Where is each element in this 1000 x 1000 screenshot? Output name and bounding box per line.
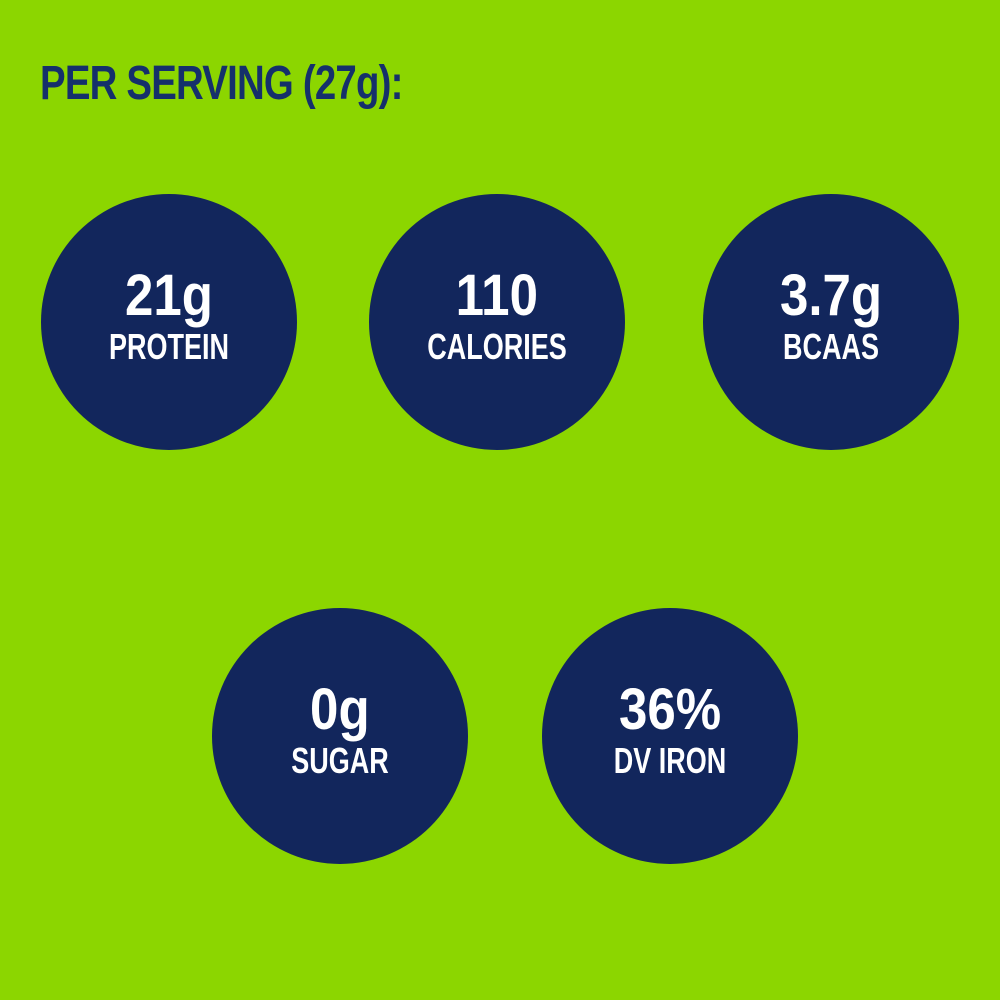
protein-value: 21g <box>125 263 213 329</box>
stat-circle-sugar: 0g SUGAR <box>212 608 468 864</box>
stat-circle-bcaas: 3.7g BCAAS <box>703 194 959 450</box>
stat-circle-calories: 110 CALORIES <box>369 194 625 450</box>
stat-circle-dv-iron: 36% DV IRON <box>542 608 798 864</box>
dv-iron-label: DV IRON <box>613 740 727 782</box>
bcaas-value: 3.7g <box>779 263 883 329</box>
dv-iron-value: 36% <box>618 677 722 743</box>
calories-value: 110 <box>455 263 539 329</box>
sugar-label: SUGAR <box>291 740 389 782</box>
per-serving-heading: PER SERVING (27g): <box>40 57 403 110</box>
bcaas-label: BCAAS <box>782 326 879 368</box>
stat-circle-protein: 21g PROTEIN <box>41 194 297 450</box>
sugar-value: 0g <box>310 677 370 743</box>
calories-label: CALORIES <box>427 326 567 368</box>
protein-label: PROTEIN <box>108 326 229 368</box>
